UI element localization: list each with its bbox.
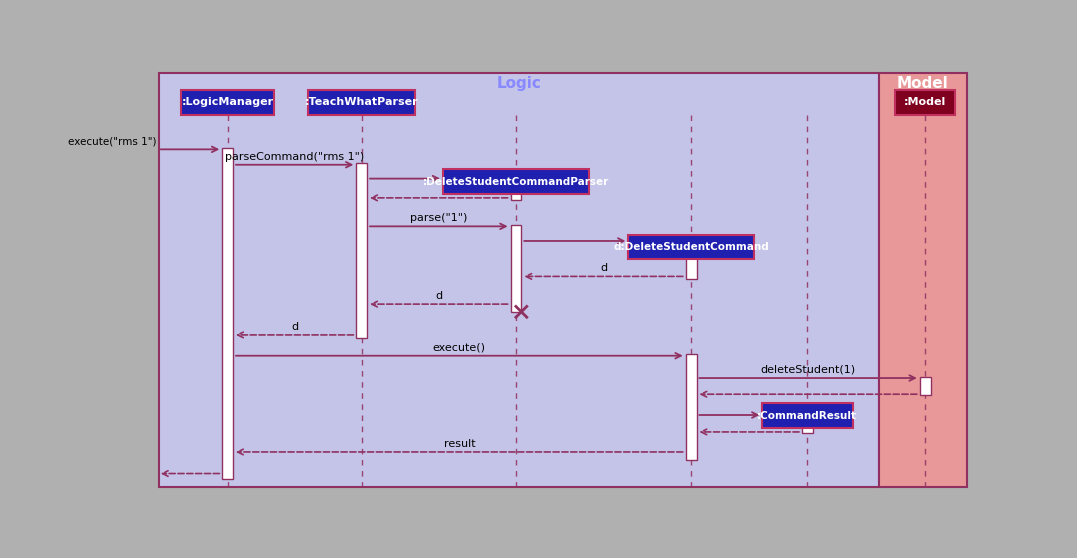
Bar [443,170,589,194]
Bar [308,90,415,115]
Bar [879,73,967,487]
Text: d: d [600,263,607,273]
Text: deleteStudent(1): deleteStudent(1) [760,365,855,375]
Bar [356,163,367,338]
Bar [181,90,275,115]
Bar [159,73,879,487]
Text: Logic: Logic [496,76,542,92]
Text: parseCommand("rms 1"): parseCommand("rms 1") [225,152,364,162]
Text: d:DeleteStudentCommand: d:DeleteStudentCommand [613,242,769,252]
Bar [802,413,813,434]
Bar [686,239,697,278]
Bar [686,354,697,460]
Text: d: d [435,291,443,301]
Text: execute(): execute() [433,343,486,353]
Text: d: d [291,322,298,332]
Text: :TeachWhatParser: :TeachWhatParser [305,98,419,107]
Text: result: result [444,439,475,449]
Text: execute("rms 1"): execute("rms 1") [68,136,156,146]
Bar [222,148,233,479]
Bar [895,90,955,115]
Bar [628,235,754,259]
Bar [510,177,521,200]
Text: :LogicManager: :LogicManager [182,98,274,107]
Bar [510,225,521,312]
Text: :DeleteStudentCommandParser: :DeleteStudentCommandParser [423,177,610,187]
Text: :Model: :Model [904,98,947,107]
Bar [920,377,931,395]
Bar [761,403,853,428]
Text: Model: Model [897,76,949,92]
Text: parse("1"): parse("1") [410,213,467,223]
Text: :CommandResult: :CommandResult [757,411,857,421]
